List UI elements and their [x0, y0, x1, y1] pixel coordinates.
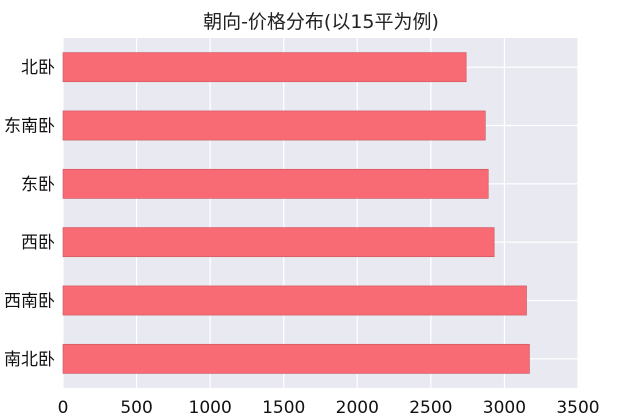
x-tick-label-3: 1500 [262, 398, 305, 418]
x-tick-label-7: 3500 [556, 398, 599, 418]
x-tick-label-0: 0 [58, 398, 69, 418]
y-tick-label-2: 东卧 [21, 175, 55, 195]
chart-title: 朝向-价格分布(以15平为例) [203, 11, 439, 33]
bar-1 [62, 110, 486, 141]
y-tick-label-5: 南北卧 [4, 350, 55, 370]
bar-0 [62, 52, 467, 83]
x-axis-tick-labels: 0 500 1000 1500 2000 2500 3000 3500 [58, 398, 600, 418]
x-tick-label-5: 2500 [409, 398, 452, 418]
bar-4 [62, 285, 527, 316]
x-tick-label-1: 500 [120, 398, 152, 418]
x-tick-label-2: 1000 [189, 398, 232, 418]
x-tick-label-6: 3000 [483, 398, 526, 418]
bars [62, 52, 530, 374]
y-tick-label-4: 西南卧 [4, 292, 55, 312]
bar-3 [62, 227, 495, 258]
y-tick-label-1: 东南卧 [4, 117, 55, 137]
y-tick-label-0: 北卧 [21, 58, 55, 78]
bar-2 [62, 168, 489, 199]
bar-5 [62, 343, 530, 374]
x-tick-label-4: 2000 [336, 398, 379, 418]
y-tick-label-3: 西卧 [21, 233, 55, 253]
plot-area [63, 38, 578, 388]
